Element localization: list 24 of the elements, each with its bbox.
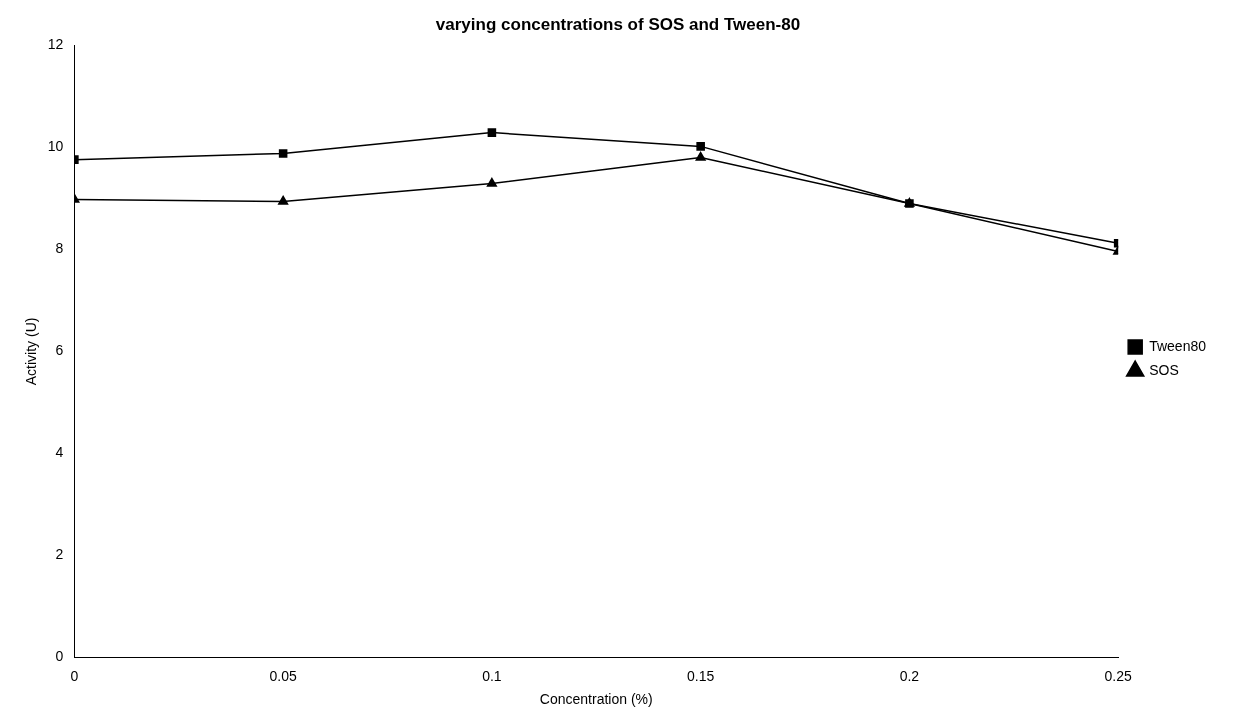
point [695, 151, 706, 161]
chart-title: varying concentrations of SOS and Tween-80 [435, 14, 801, 34]
legend-label: Tween80 [1149, 337, 1207, 354]
x-tick-label: 0.25 [1104, 667, 1133, 684]
y-tick-label: 10 [47, 138, 64, 155]
y-axis-title: Activity (U) [23, 317, 40, 386]
x-tick-label: 0.1 [482, 667, 502, 684]
y-tick-label: 0 [55, 648, 64, 665]
point [278, 195, 289, 205]
y-tick-label: 6 [55, 342, 64, 359]
point [696, 142, 705, 151]
y-tick-label: 12 [47, 36, 64, 53]
point [487, 128, 497, 137]
x-tick-label: 0.05 [269, 667, 297, 684]
x-tick-label: 0.15 [687, 667, 715, 684]
y-tick-label: 2 [55, 546, 64, 563]
y-tick-label: 4 [55, 444, 64, 461]
y-tick-label: 8 [55, 240, 64, 257]
point [278, 149, 288, 158]
legend-label: SOS [1149, 361, 1179, 378]
x-tick-label: 0.2 [899, 667, 920, 684]
x-axis-title: Concentration (%) [539, 691, 653, 708]
x-tick-label: 0 [70, 667, 79, 684]
point [486, 177, 497, 187]
